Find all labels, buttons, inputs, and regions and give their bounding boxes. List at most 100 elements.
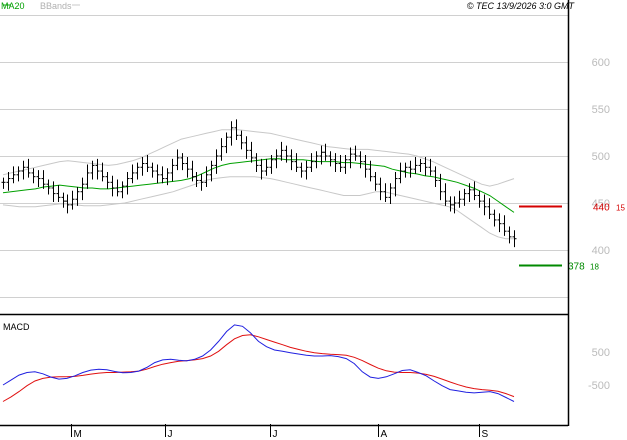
- price-bar: [125, 171, 130, 195]
- price-bar: [145, 155, 150, 172]
- price-bar: [160, 166, 165, 184]
- price-bar: [373, 171, 378, 191]
- ma20-line: [2, 158, 515, 213]
- x-tick-label: A: [381, 429, 388, 440]
- price-bar: [264, 158, 269, 176]
- price-bar: [408, 160, 413, 178]
- price-bar: [185, 156, 190, 178]
- price-bar: [502, 215, 507, 236]
- price-bar: [428, 158, 433, 176]
- price-bar: [16, 166, 21, 182]
- price-bar: [348, 147, 353, 169]
- price-bar: [199, 173, 204, 191]
- price-bar: [249, 141, 254, 163]
- level-markers: 440 15 378 18: [519, 203, 625, 273]
- price-bar: [443, 183, 448, 206]
- price-bar: [11, 166, 16, 184]
- price-bar: [309, 153, 314, 172]
- price-bar: [363, 155, 368, 178]
- price-bar: [279, 141, 284, 161]
- price-bar: [487, 198, 492, 219]
- price-bar: [259, 158, 264, 180]
- y-tick-label: 550: [592, 104, 610, 116]
- price-bar: [244, 136, 249, 159]
- price-bar: [452, 196, 457, 214]
- price-bar: [130, 164, 135, 184]
- price-bar: [403, 162, 408, 178]
- price-bar: [214, 149, 219, 174]
- y-tick-label: 600: [592, 57, 610, 69]
- price-bar: [70, 190, 75, 210]
- price-bar: [294, 153, 299, 172]
- price-bar: [314, 151, 319, 169]
- price-bar: [284, 145, 289, 163]
- y-tick-label: 500: [592, 151, 610, 163]
- price-bar: [462, 188, 467, 206]
- price-bar: [209, 160, 214, 182]
- support-marker: 378 18: [519, 262, 599, 273]
- price-bar: [51, 181, 56, 203]
- price-bar: [467, 183, 472, 203]
- price-bar: [190, 160, 195, 182]
- price-bar: [328, 151, 333, 167]
- price-bar: [512, 230, 517, 248]
- price-bar: [254, 153, 259, 172]
- price-bar: [289, 149, 294, 171]
- price-bar: [36, 170, 41, 188]
- price-bar: [110, 175, 115, 197]
- macd-y-tick-label: 500: [592, 347, 610, 359]
- price-bars: [1, 119, 517, 248]
- timestamp-label: © TEC 13/9/2026 3:0 GMT: [467, 1, 576, 11]
- price-bar: [100, 162, 105, 182]
- price-bar: [229, 121, 234, 146]
- macd-y-axis: 500 -500: [588, 347, 610, 392]
- price-bar: [477, 190, 482, 208]
- price-bar: [507, 226, 512, 244]
- macd-panel: MACD 500 -500: [2, 322, 610, 402]
- price-bar: [358, 151, 363, 169]
- price-bar: [438, 173, 443, 201]
- price-bar: [75, 187, 80, 206]
- price-bar: [333, 153, 338, 172]
- y-tick-label: 400: [592, 245, 610, 257]
- price-bar: [105, 171, 110, 189]
- price-bar: [497, 213, 502, 233]
- price-bar: [204, 166, 209, 188]
- macd-y-tick-label: -500: [588, 380, 610, 392]
- price-y-axis: 600 550 500 450 400: [592, 57, 610, 257]
- price-bar: [175, 149, 180, 171]
- price-grid: [0, 15, 568, 298]
- x-tick-label: J: [273, 429, 278, 440]
- price-bar: [135, 162, 140, 180]
- price-bar: [457, 190, 462, 208]
- x-tick-label: J: [168, 429, 173, 440]
- price-bar: [155, 164, 160, 184]
- price-bar: [304, 160, 309, 180]
- bbands-lower-line: [2, 176, 514, 240]
- bbands-legend-label: BBands: [40, 1, 72, 11]
- price-bar: [239, 130, 244, 150]
- support-sublabel: 18: [590, 263, 599, 272]
- price-bar: [433, 166, 438, 188]
- price-bar: [65, 194, 70, 214]
- macd-title: MACD: [3, 322, 30, 332]
- x-tick-label: S: [482, 429, 489, 440]
- price-bar: [95, 158, 100, 180]
- price-bar: [413, 156, 418, 174]
- price-bar: [150, 162, 155, 178]
- price-bar: [219, 138, 224, 161]
- price-bar: [194, 171, 199, 188]
- price-bar: [423, 156, 428, 176]
- price-bar: [368, 160, 373, 182]
- chart-header: MA20 BBands © TEC 13/9/2026 3:0 GMT: [1, 1, 575, 11]
- ma-legend-label: MA20: [1, 1, 25, 11]
- resistance-marker: 440 15: [519, 203, 625, 214]
- price-bar: [234, 119, 239, 141]
- macd-line: [2, 324, 515, 402]
- price-bar: [418, 158, 423, 172]
- price-bar: [472, 181, 477, 201]
- y-tick-label: 450: [592, 198, 610, 210]
- price-bar: [31, 168, 36, 184]
